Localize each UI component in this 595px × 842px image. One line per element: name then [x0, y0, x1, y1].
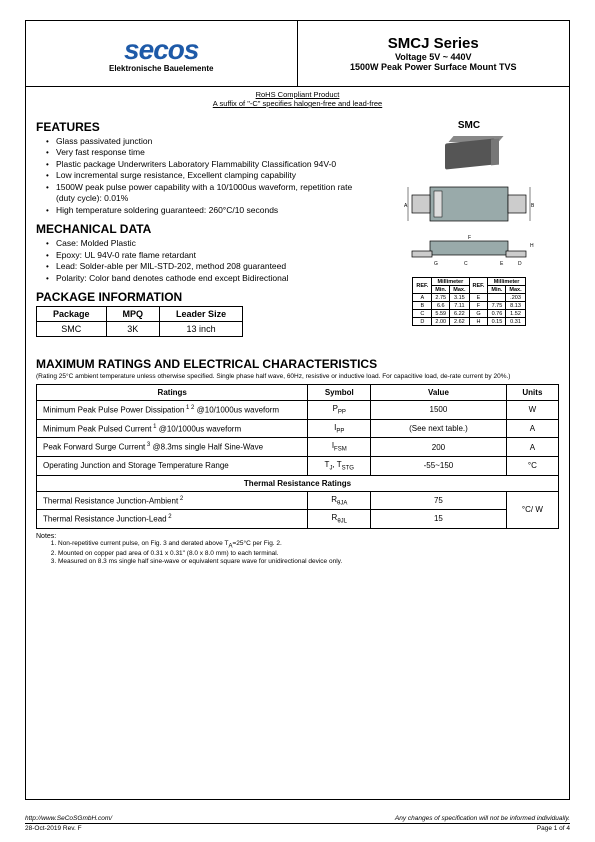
features-list: Glass passivated junction Very fast resp… [36, 136, 356, 216]
feature-item: Low incremental surge resistance, Excell… [46, 170, 356, 181]
footer-url: http://www.SeCoSGmbH.com/ [25, 815, 112, 822]
feature-item: 1500W peak pulse power capability with a… [46, 182, 356, 205]
dimension-table: REF. Millimeter REF. Millimeter Min. Max… [412, 277, 525, 326]
footer-page: Page 1 of 4 [537, 825, 570, 832]
dim-row: A2.753.15E.203 [413, 294, 525, 302]
mechanical-list: Case: Molded Plastic Epoxy: UL 94V-0 rat… [36, 238, 356, 284]
ratings-header: Ratings [37, 385, 308, 401]
features-title: FEATURES [36, 120, 356, 134]
header: secos Elektronische Bauelemente SMCJ Ser… [26, 21, 569, 87]
svg-text:H: H [530, 243, 534, 249]
pkg-header: Package [37, 307, 107, 322]
content: SMC A B H G C [26, 120, 569, 565]
svg-text:G: G [434, 261, 438, 267]
notes-section: Notes: Non-repetitive current pulse, on … [36, 533, 559, 565]
ratings-header: Value [371, 385, 507, 401]
feature-item: Very fast response time [46, 147, 356, 158]
dim-max2: Max. [506, 286, 525, 294]
pkg-header: MPQ [106, 307, 160, 322]
package-info-title: PACKAGE INFORMATION [36, 290, 356, 304]
dim-min2: Min. [488, 286, 506, 294]
dim-min1: Min. [432, 286, 450, 294]
ratings-row: Peak Forward Surge Current 3 @8.3ms sing… [37, 438, 559, 457]
package-top-outline-icon: A B [404, 181, 534, 227]
dim-row: D2.002.62H0.150.31 [413, 318, 525, 326]
product-voltage: Voltage 5V ~ 440V [298, 52, 570, 62]
mechanical-title: MECHANICAL DATA [36, 222, 356, 236]
max-ratings-note: (Rating 25°C ambient temperature unless … [36, 373, 559, 380]
note-item: Measured on 8.3 ms single half sine-wave… [58, 558, 559, 565]
package-diagram-column: SMC A B H G C [379, 120, 559, 326]
svg-text:D: D [518, 261, 522, 267]
footer-disclaimer: Any changes of specification will not be… [395, 815, 570, 822]
feature-item: Glass passivated junction [46, 136, 356, 147]
thermal-header: Thermal Resistance Ratings [37, 475, 559, 491]
dim-row: B6.67.11F7.758.13 [413, 302, 525, 310]
pkg-header: Leader Size [160, 307, 243, 322]
header-right: SMCJ Series Voltage 5V ~ 440V 1500W Peak… [298, 21, 570, 86]
svg-text:E: E [500, 261, 504, 267]
dim-max1: Max. [450, 286, 469, 294]
mechanical-item: Polarity: Color band denotes cathode end… [46, 273, 356, 284]
company-tagline: Elektronische Bauelemente [109, 64, 213, 73]
ratings-header: Symbol [308, 385, 371, 401]
package-3d-icon [439, 137, 499, 171]
max-ratings-title: MAXIMUM RATINGS AND ELECTRICAL CHARACTER… [36, 357, 559, 371]
note-item: Non-repetitive current pulse, on Fig. 3 … [58, 540, 559, 549]
ratings-header: Units [506, 385, 558, 401]
ratings-row: Minimum Peak Pulsed Current 1 @10/1000us… [37, 419, 559, 438]
rohs-line1: RoHS Compliant Product [256, 90, 340, 99]
svg-text:C: C [464, 261, 468, 267]
note-item: Mounted on copper pad area of 0.31 x 0.3… [58, 550, 559, 557]
thermal-row: Thermal Resistance Junction-Lead 2 RθJL … [37, 510, 559, 529]
dim-ref-header: REF. [413, 278, 432, 294]
svg-text:F: F [468, 235, 471, 241]
feature-item: Plastic package Underwriters Laboratory … [46, 159, 356, 170]
pkg-row: SMC 3K 13 inch [37, 322, 243, 337]
ratings-row: Operating Junction and Storage Temperatu… [37, 456, 559, 475]
package-side-outline-icon: H G C E D F [404, 235, 534, 269]
package-info-table: Package MPQ Leader Size SMC 3K 13 inch [36, 306, 243, 337]
package-label: SMC [379, 120, 559, 131]
rohs-line2: A suffix of "-C" specifies halogen-free … [213, 99, 382, 108]
mechanical-item: Case: Molded Plastic [46, 238, 356, 249]
mechanical-item: Lead: Solder-able per MIL-STD-202, metho… [46, 261, 356, 272]
svg-text:B: B [531, 203, 534, 209]
page-border: secos Elektronische Bauelemente SMCJ Ser… [25, 20, 570, 800]
rohs-notice: RoHS Compliant Product A suffix of "-C" … [26, 87, 569, 114]
svg-text:A: A [404, 203, 408, 209]
company-logo: secos [124, 34, 198, 66]
feature-item: High temperature soldering guaranteed: 2… [46, 205, 356, 216]
thermal-row: Thermal Resistance Junction-Ambient 2 Rθ… [37, 491, 559, 510]
footer: http://www.SeCoSGmbH.com/ Any changes of… [25, 815, 570, 832]
dim-mm-header1: Millimeter [432, 278, 469, 286]
header-left: secos Elektronische Bauelemente [26, 21, 298, 86]
ratings-row: Minimum Peak Pulse Power Dissipation 1 2… [37, 401, 559, 420]
product-title: SMCJ Series [298, 35, 570, 52]
ratings-table: Ratings Symbol Value Units Minimum Peak … [36, 384, 559, 529]
mechanical-item: Epoxy: UL 94V-0 rate flame retardant [46, 250, 356, 261]
dim-row: C5.596.22G0.761.52 [413, 310, 525, 318]
dim-mm-header2: Millimeter [488, 278, 525, 286]
left-column: FEATURES Glass passivated junction Very … [36, 120, 356, 337]
notes-title: Notes: [36, 533, 559, 540]
product-desc: 1500W Peak Power Surface Mount TVS [298, 62, 570, 72]
dim-ref-header2: REF. [469, 278, 488, 294]
footer-revision: 28-Oct-2019 Rev. F [25, 825, 82, 832]
